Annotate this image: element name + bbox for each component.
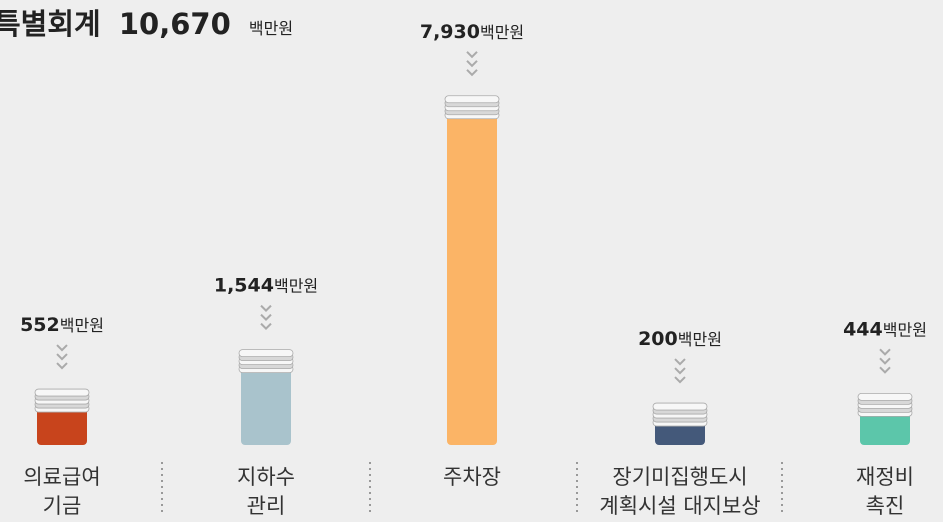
chevron [57, 354, 67, 359]
value-label: 7,930백만원 [420, 21, 524, 43]
category-label: 재정비 촉진 [785, 463, 943, 521]
category-label: 주차장 [372, 463, 572, 492]
total-unit: 백만원 [249, 19, 293, 38]
bar-cap [858, 393, 912, 400]
chevron [675, 359, 685, 364]
value-label: 1,544백만원 [214, 275, 318, 297]
chevron [880, 358, 890, 363]
chevron [467, 61, 477, 66]
chart: 특별회계 10,670 백만원 552백만원1,544백만원7,930백만원20… [0, 0, 943, 522]
category-label: 지하수 관리 [166, 463, 366, 521]
bar-cap [239, 350, 293, 357]
chevron [261, 306, 271, 311]
title-text: 특별회계 [0, 7, 101, 41]
bar [447, 106, 497, 445]
value-unit: 백만원 [883, 320, 927, 339]
value-unit: 백만원 [274, 277, 318, 296]
value-label: 200백만원 [638, 328, 722, 350]
bar-cap [653, 403, 707, 410]
value-number: 200 [638, 328, 678, 350]
value-label: 552백만원 [20, 314, 104, 336]
chevron [675, 368, 685, 373]
value-number: 552 [20, 314, 60, 336]
value-label: 444백만원 [843, 318, 927, 340]
chevron [467, 70, 477, 75]
value-unit: 백만원 [60, 316, 104, 335]
chevron [57, 363, 67, 368]
value-number: 1,544 [214, 275, 274, 297]
chevron [261, 324, 271, 329]
category-label: 의료급여 기금 [0, 463, 162, 521]
chevron [880, 349, 890, 354]
chart-canvas: 특별회계 10,670 백만원 552백만원1,544백만원7,930백만원20… [0, 0, 943, 522]
bar-cap [445, 96, 499, 103]
chevron [467, 52, 477, 57]
value-unit: 백만원 [480, 23, 524, 42]
total-value: 10,670 [119, 7, 231, 41]
category-label: 장기미집행도시 계획시설 대지보상 [580, 463, 780, 521]
bar-cap [35, 389, 89, 396]
value-unit: 백만원 [678, 330, 722, 349]
chart-title: 특별회계 10,670 백만원 [0, 7, 293, 41]
chevron [57, 345, 67, 350]
chevron [675, 377, 685, 382]
chevron [880, 367, 890, 372]
value-number: 7,930 [420, 21, 480, 43]
value-number: 444 [843, 318, 883, 340]
chevron [261, 315, 271, 320]
